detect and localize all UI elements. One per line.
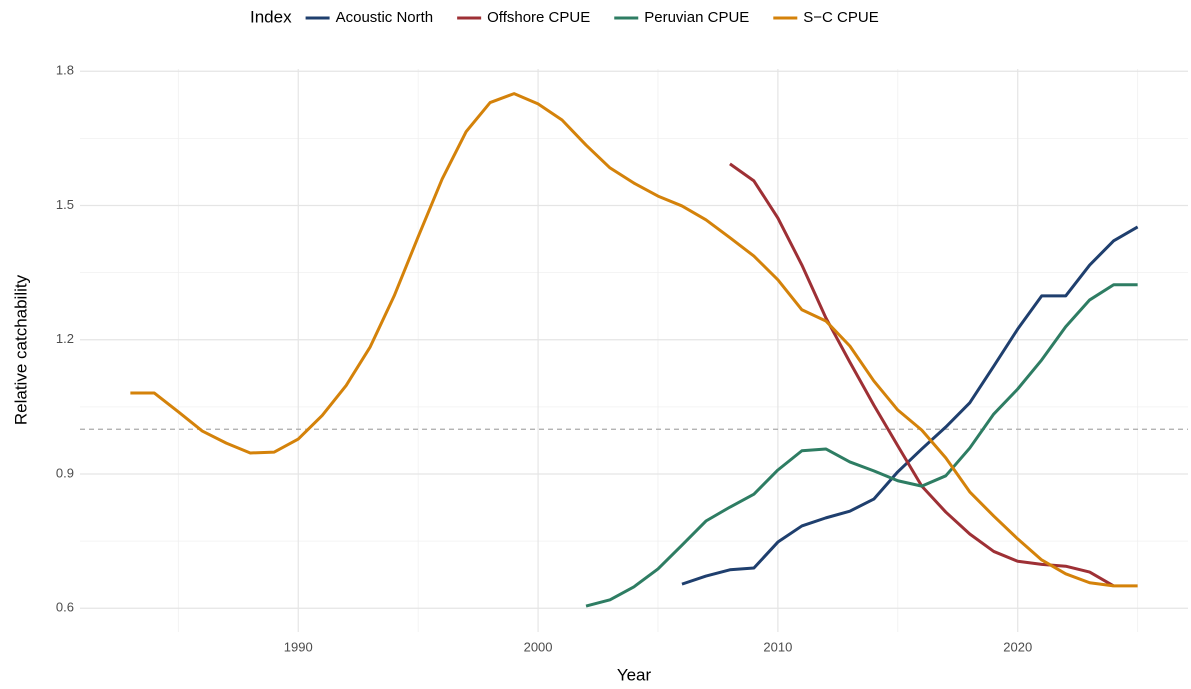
y-tick-label: 0.9 — [56, 465, 74, 480]
series-line — [585, 283, 1138, 608]
x-tick-label: 2010 — [763, 639, 792, 654]
legend-label: Offshore CPUE — [487, 9, 590, 26]
x-tick-label: 1990 — [284, 639, 313, 654]
x-tick-label: 2020 — [1003, 639, 1032, 654]
legend-label: Acoustic North — [336, 9, 434, 26]
x-axis-title: Year — [617, 665, 652, 684]
legend-label: S−C CPUE — [803, 9, 878, 26]
y-tick-label: 0.6 — [56, 600, 74, 615]
series-line — [729, 162, 1115, 588]
series-line — [130, 92, 1138, 588]
y-tick-label: 1.8 — [56, 63, 74, 78]
y-tick-label: 1.2 — [56, 331, 74, 346]
x-tick-label: 2000 — [524, 639, 553, 654]
series-line — [681, 225, 1139, 586]
legend-label: Peruvian CPUE — [644, 9, 749, 26]
y-tick-label: 1.5 — [56, 197, 74, 212]
legend-title: Index — [250, 7, 292, 26]
y-axis-title: Relative catchability — [11, 274, 30, 425]
